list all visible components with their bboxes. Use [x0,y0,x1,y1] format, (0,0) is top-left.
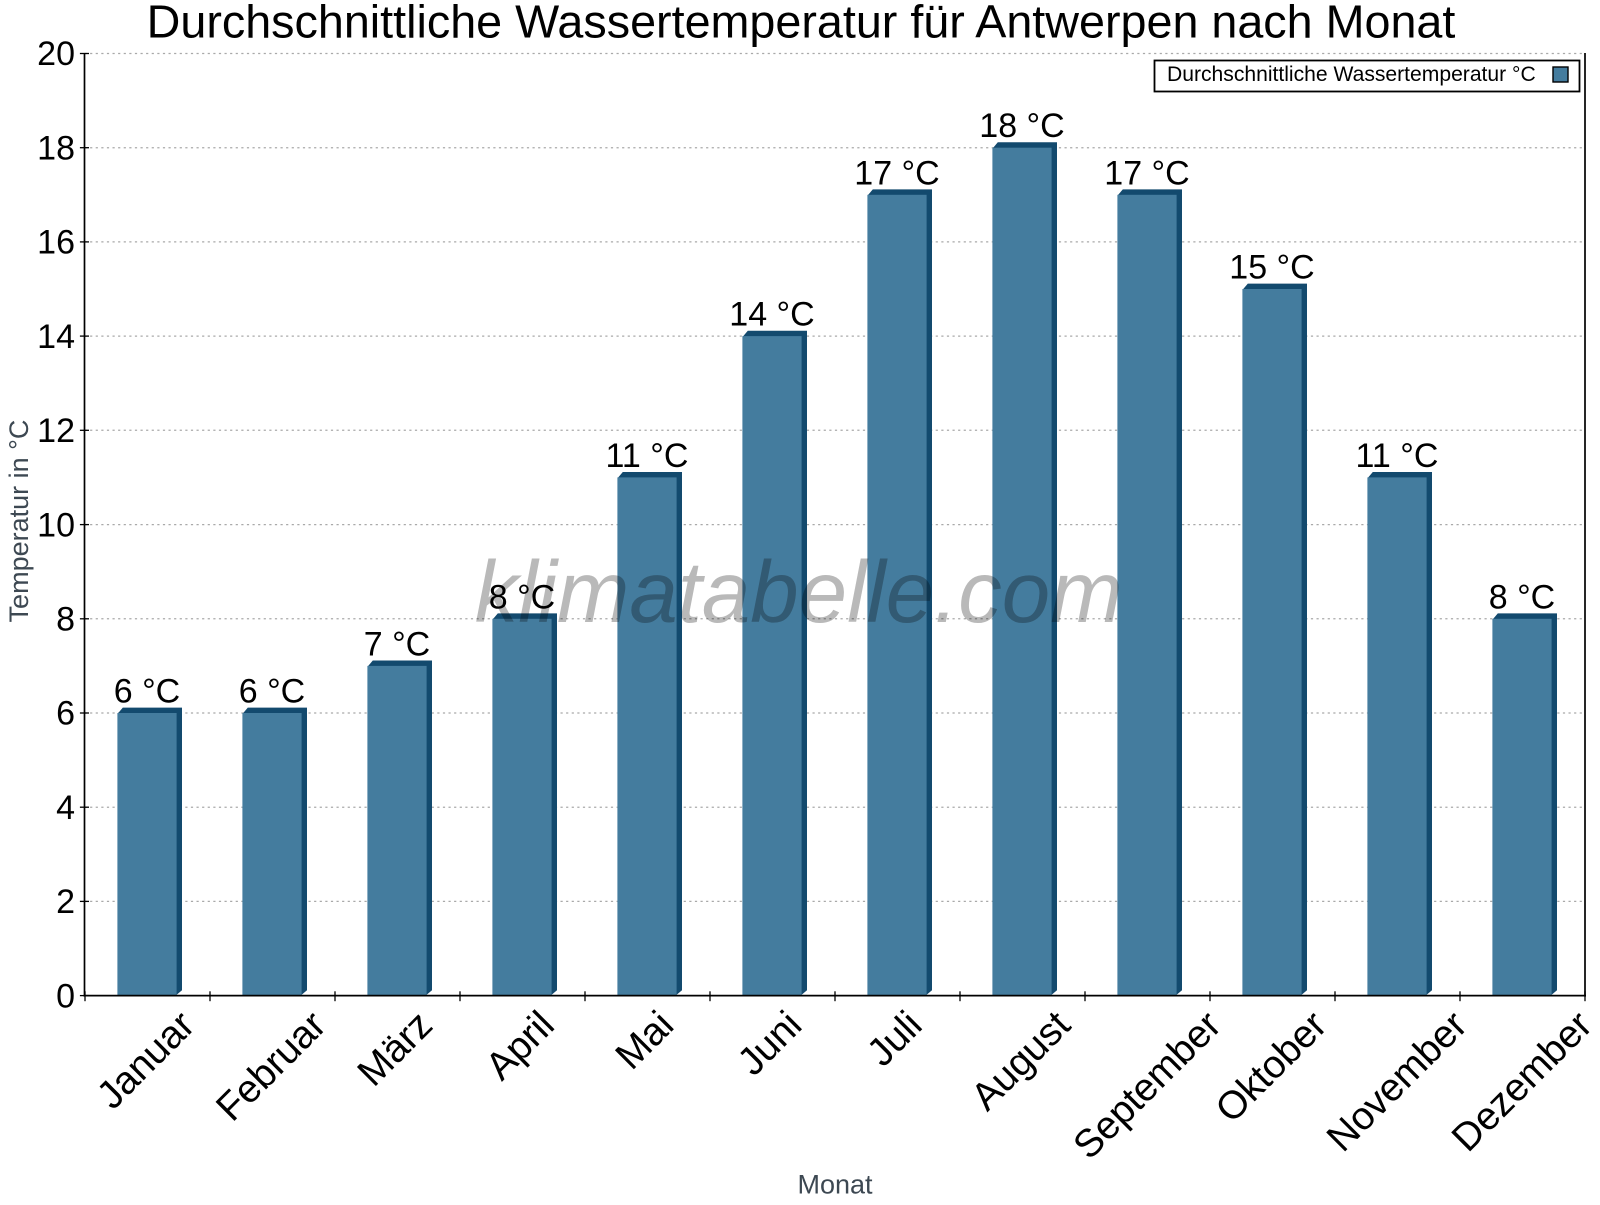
svg-text:20: 20 [37,35,75,73]
svg-text:11 °C: 11 °C [606,437,689,475]
svg-text:15 °C: 15 °C [1229,249,1314,287]
svg-text:11 °C: 11 °C [1356,437,1439,475]
svg-text:6 °C: 6 °C [239,673,306,711]
svg-text:2: 2 [56,883,75,921]
svg-text:14: 14 [37,318,75,356]
svg-text:10: 10 [37,506,75,544]
svg-text:Monat: Monat [797,1170,873,1200]
svg-text:12: 12 [37,412,75,450]
svg-text:Durchschnittliche Wassertemper: Durchschnittliche Wassertemperatur für A… [147,0,1456,48]
svg-text:0: 0 [56,977,75,1015]
svg-text:8: 8 [56,601,75,639]
svg-text:18 °C: 18 °C [979,107,1064,145]
svg-text:6: 6 [56,695,75,733]
svg-text:4: 4 [56,789,75,827]
svg-text:klimatabelle.com: klimatabelle.com [475,544,1123,641]
svg-text:8 °C: 8 °C [489,578,556,616]
svg-text:Durchschnittliche Wassertemper: Durchschnittliche Wassertemperatur °C [1167,63,1536,86]
svg-text:14 °C: 14 °C [729,296,814,334]
svg-text:16: 16 [37,224,75,262]
svg-text:8 °C: 8 °C [1489,578,1556,616]
svg-text:17 °C: 17 °C [1104,154,1189,192]
svg-text:18: 18 [37,129,75,167]
svg-text:7 °C: 7 °C [364,625,431,663]
svg-text:17 °C: 17 °C [854,154,939,192]
svg-text:Temperatur in °C: Temperatur in °C [4,420,34,623]
svg-text:6 °C: 6 °C [114,673,181,711]
